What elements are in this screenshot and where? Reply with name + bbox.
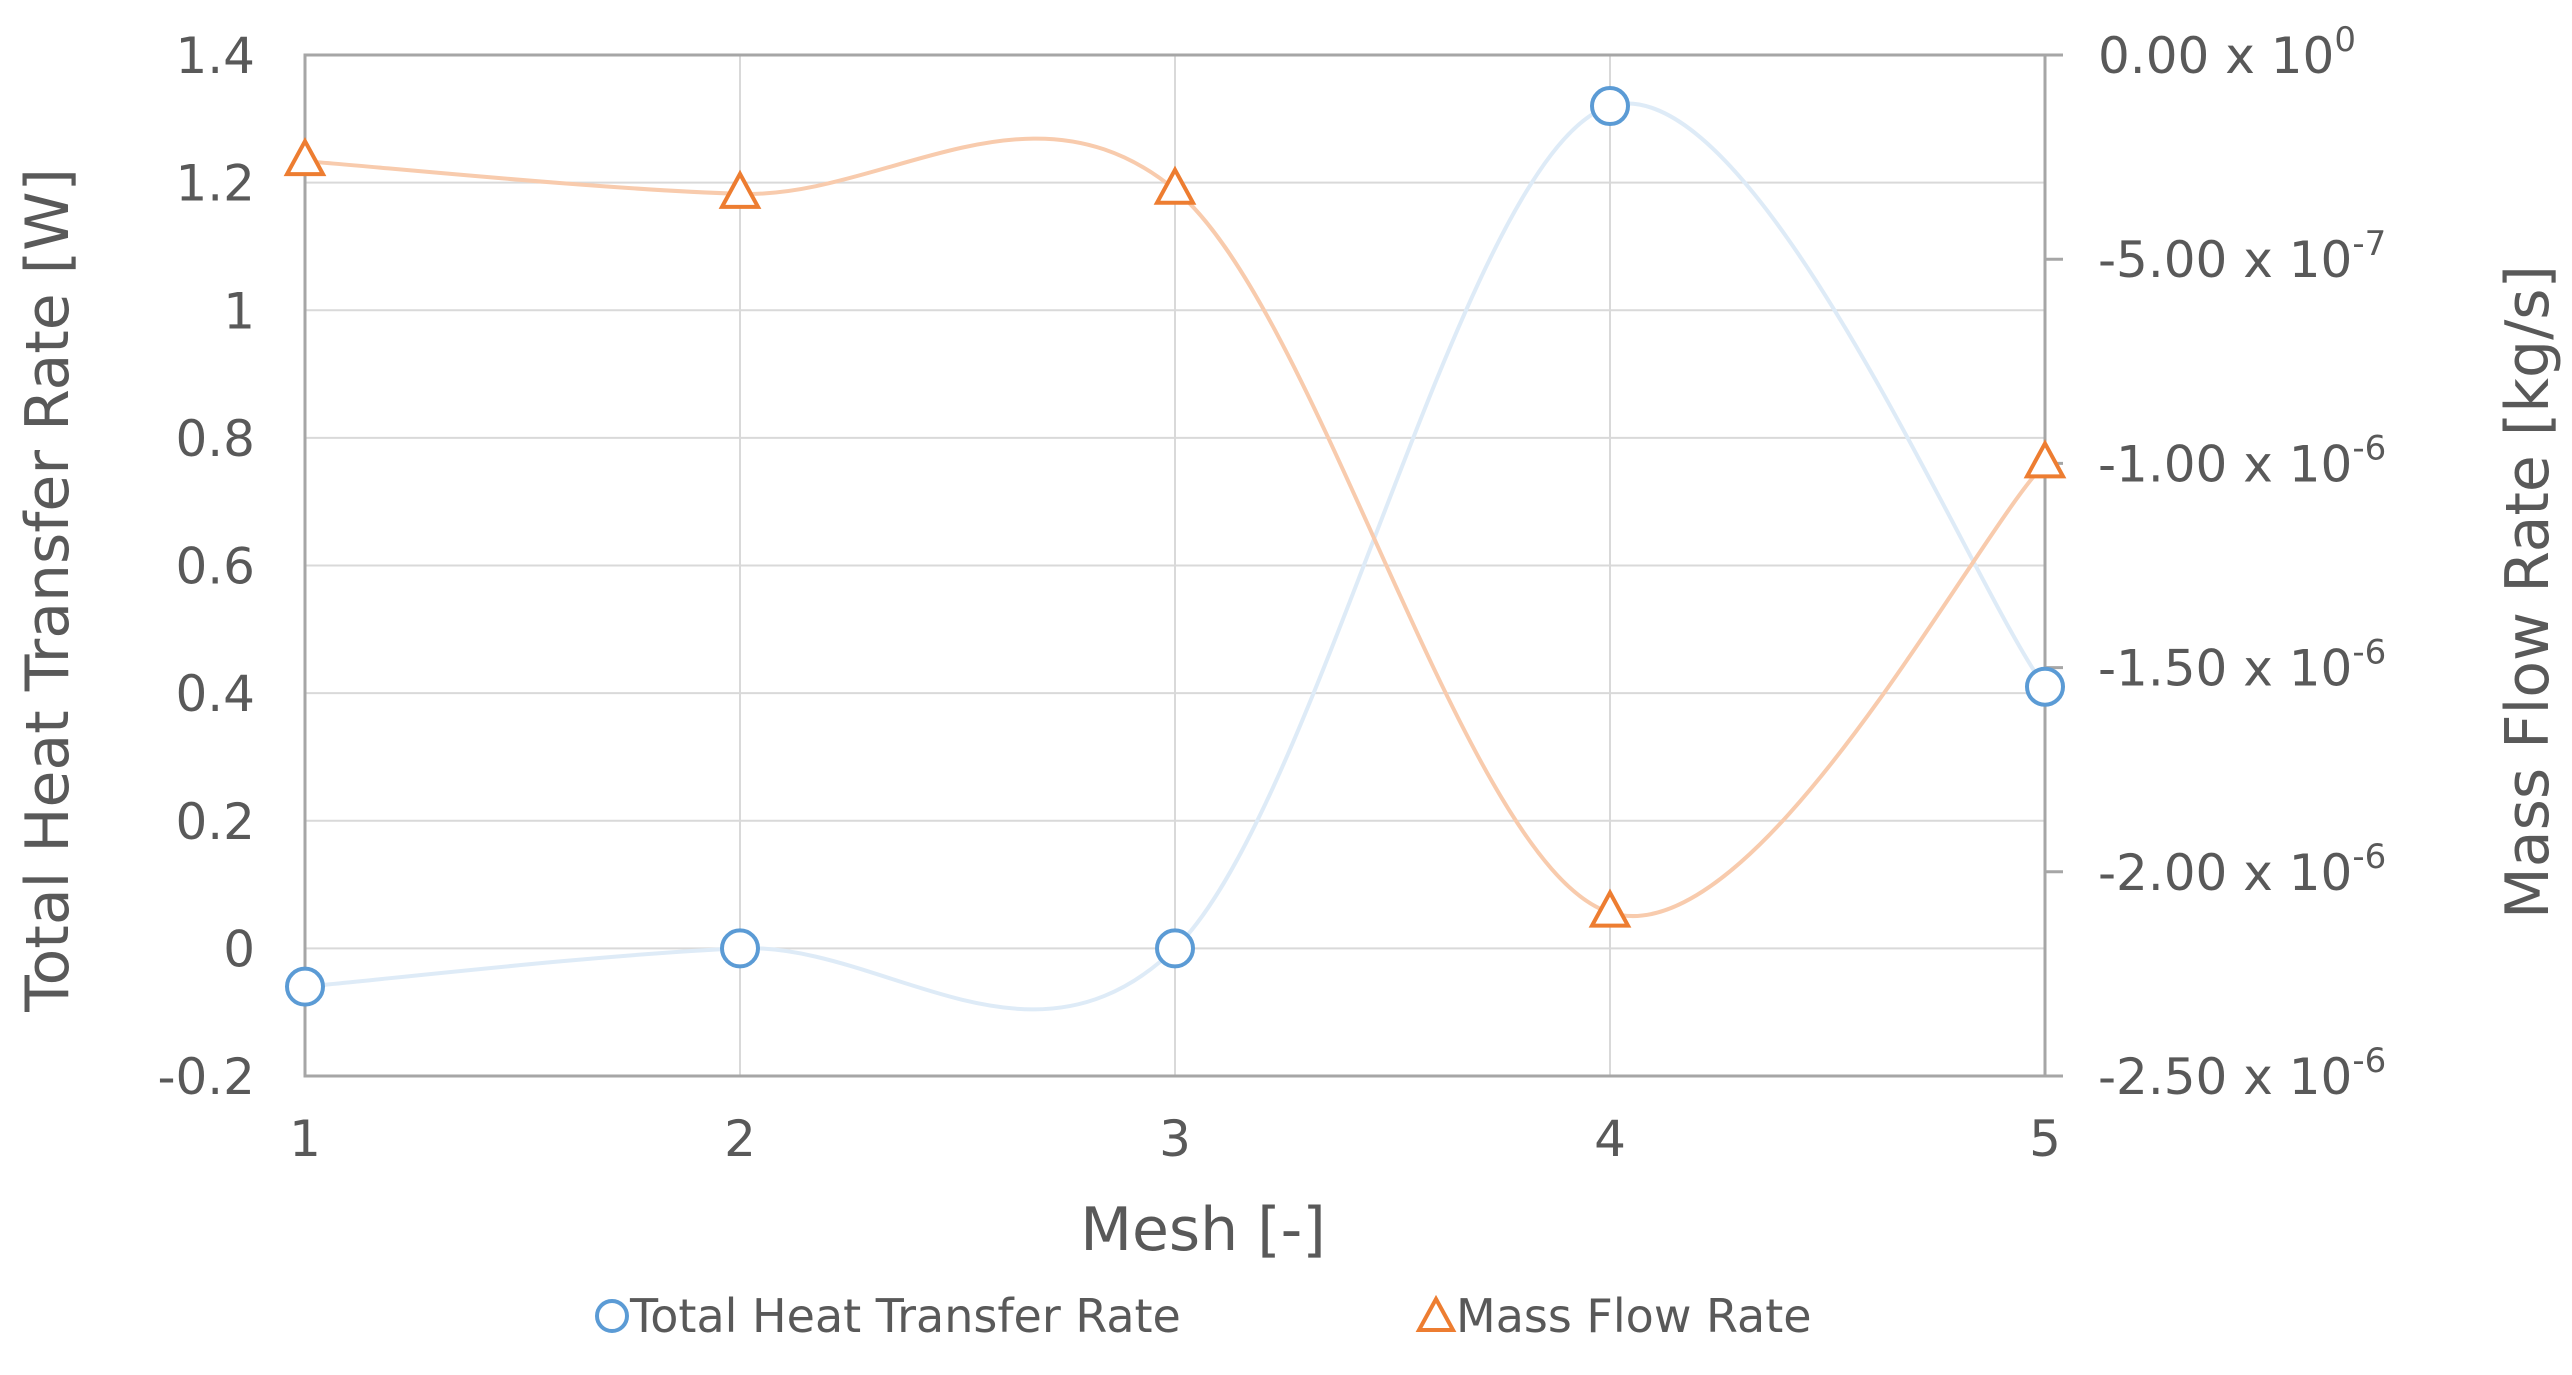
- y-right-tick-label: -1.00 x 10-6: [2098, 428, 2386, 493]
- y-left-tick-label: -0.2: [157, 1048, 255, 1106]
- y-left-tick-label: 0: [223, 920, 255, 978]
- series-line-mass-flow: [304, 136, 2047, 918]
- legend-label-heat-transfer: Total Heat Transfer Rate: [629, 1289, 1181, 1343]
- x-tick-label: 3: [1159, 1110, 1191, 1168]
- x-axis-title: Mesh [-]: [1080, 1195, 1326, 1265]
- y-left-tick-label: 1: [223, 282, 255, 340]
- x-tick-label: 1: [289, 1110, 321, 1168]
- mass-flow-point: [283, 137, 327, 177]
- y-left-tick-label: 1.4: [175, 27, 255, 85]
- mass-flow-point: [718, 169, 762, 209]
- marker-layer: [283, 86, 2067, 1007]
- legend-triangle-marker: [1415, 1294, 1457, 1332]
- x-tick-label: 5: [2029, 1110, 2061, 1168]
- y-axis-left-title: Total Heat Transfer Rate [W]: [13, 168, 83, 1013]
- heat-transfer-point: [720, 928, 760, 969]
- legend-circle-marker: [595, 1299, 629, 1333]
- x-tick-label: 4: [1594, 1110, 1626, 1168]
- y-axis-right-title: Mass Flow Rate [kg/s]: [2493, 265, 2563, 919]
- heat-transfer-point: [2025, 666, 2065, 707]
- mass-flow-point: [1153, 165, 1197, 205]
- line-layer: [304, 101, 2047, 1012]
- legend-label-mass-flow: Mass Flow Rate: [1456, 1289, 1812, 1343]
- y-left-tick-label: 1.2: [175, 155, 255, 213]
- x-tick-label: 2: [724, 1110, 756, 1168]
- y-right-tick-label: -2.00 x 10-6: [2098, 837, 2386, 902]
- heat-transfer-point: [1155, 928, 1195, 969]
- tick-layer: -0.2 0 0.2 0.4 0.6 0.8 1 1.2 1.4 1 2 3 4 5 0.00 x 100 -…: [157, 20, 2386, 1168]
- y-left-tick-label: 0.2: [175, 793, 255, 851]
- heat-transfer-point: [285, 966, 325, 1007]
- grid-layer: [304, 54, 2046, 1077]
- legend: Total Heat Transfer Rate Mass Flow Rate: [595, 1289, 1812, 1343]
- series-line-heat-transfer: [304, 101, 2047, 1012]
- mass-flow-point: [2023, 439, 2067, 479]
- heat-transfer-point: [1590, 86, 1630, 127]
- plot-area-frame: [303, 53, 2047, 1078]
- y-left-tick-label: 0.4: [175, 665, 255, 723]
- y-right-tick-label: -2.50 x 10-6: [2098, 1041, 2386, 1106]
- y-right-tick-label: -5.00 x 10-7: [2098, 224, 2386, 289]
- mass-flow-point: [1588, 888, 1632, 928]
- y-left-tick-label: 0.8: [175, 410, 255, 468]
- y-right-tick-label: 0.00 x 100: [2098, 20, 2356, 85]
- y-left-tick-label: 0.6: [175, 538, 255, 596]
- y-right-tick-label: -1.50 x 10-6: [2098, 633, 2386, 698]
